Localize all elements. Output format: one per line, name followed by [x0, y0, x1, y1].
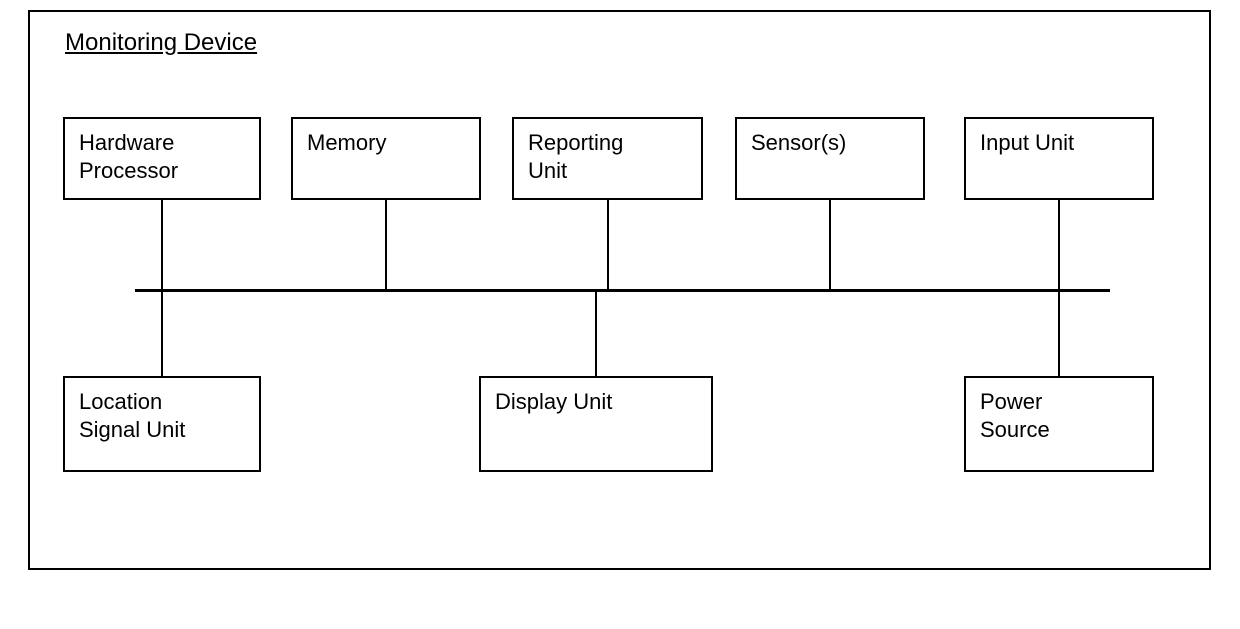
edge-location-signal: [161, 290, 163, 376]
node-label: Input Unit: [980, 129, 1074, 157]
node-power-source: Power Source: [964, 376, 1154, 472]
edge-memory: [385, 200, 387, 290]
node-sensors: Sensor(s): [735, 117, 925, 200]
edge-display-unit: [595, 290, 597, 376]
diagram-title: Monitoring Device: [65, 29, 257, 57]
node-display-unit: Display Unit: [479, 376, 713, 472]
node-label: Hardware Processor: [79, 129, 178, 184]
node-label: Sensor(s): [751, 129, 846, 157]
node-memory: Memory: [291, 117, 481, 200]
node-label: Display Unit: [495, 388, 612, 416]
node-reporting-unit: Reporting Unit: [512, 117, 703, 200]
node-label: Location Signal Unit: [79, 388, 185, 443]
node-label: Power Source: [980, 388, 1050, 443]
node-location-signal: Location Signal Unit: [63, 376, 261, 472]
edge-input-unit: [1058, 200, 1060, 290]
node-label: Reporting Unit: [528, 129, 623, 184]
node-input-unit: Input Unit: [964, 117, 1154, 200]
bus-line: [135, 289, 1110, 292]
diagram-canvas: Monitoring Device Hardware Processor Memo…: [0, 0, 1240, 629]
edge-hardware-processor: [161, 200, 163, 290]
edge-reporting-unit: [607, 200, 609, 290]
edge-power-source: [1058, 290, 1060, 376]
node-label: Memory: [307, 129, 386, 157]
edge-sensors: [829, 200, 831, 290]
node-hardware-processor: Hardware Processor: [63, 117, 261, 200]
